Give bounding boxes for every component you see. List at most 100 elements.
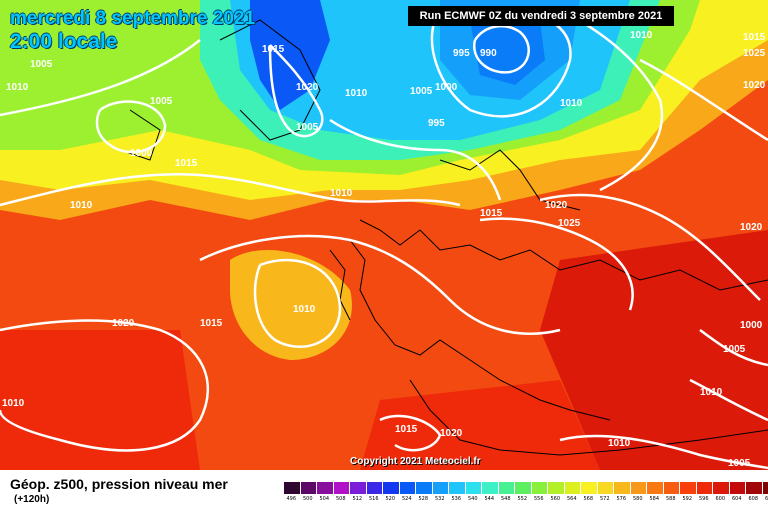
- legend-label: 540: [467, 496, 478, 502]
- coast-scandinavia: [439, 149, 581, 211]
- legend-swatch: [745, 482, 762, 494]
- legend-swatch: [679, 482, 696, 494]
- isobar-line: [699, 328, 768, 367]
- legend-swatch: [563, 482, 580, 494]
- legend-swatch: [646, 482, 663, 494]
- isobar-label: 1010: [2, 398, 25, 409]
- legend-label: 608: [748, 496, 759, 502]
- isobar-line: [0, 39, 201, 117]
- isobar-label: 1015: [200, 318, 223, 329]
- isobar-line: [559, 434, 768, 470]
- isobar-label: 1010: [630, 30, 653, 41]
- coast-greenland: [219, 19, 321, 141]
- legend-label: 552: [517, 496, 528, 502]
- field-red-south: [360, 380, 600, 470]
- coast-north-africa: [409, 379, 768, 456]
- isobar-label: 990: [480, 48, 497, 59]
- color-legend: [283, 482, 768, 494]
- isobar-line: [539, 193, 761, 301]
- isobar-label: 1005: [723, 344, 746, 355]
- isobar-label: 1010: [345, 88, 368, 99]
- isobar-label: 1005: [410, 86, 433, 97]
- isobar-label: 1000: [435, 82, 458, 93]
- legend-swatch: [728, 482, 745, 494]
- legend-swatch: [662, 482, 679, 494]
- isobar-line: [253, 258, 342, 348]
- isobar-line: [472, 24, 530, 74]
- forecast-date: mercredi 8 septembre 2021: [10, 8, 256, 29]
- isobar-label: 1005: [296, 122, 319, 133]
- isobar-label: 1000: [740, 320, 763, 331]
- legend-swatch: [398, 482, 415, 494]
- legend-label: 508: [335, 496, 346, 502]
- isobar-line: [559, 8, 664, 192]
- isobar-label: 1010: [70, 200, 93, 211]
- isobar-line: [639, 58, 768, 142]
- isobar-label: 1020: [740, 222, 763, 233]
- isobar-label: 1015: [743, 32, 766, 43]
- isobar-label: 1020: [545, 200, 568, 211]
- legend-label: 568: [583, 496, 594, 502]
- legend-label: 556: [533, 496, 544, 502]
- isobar-label: 1025: [743, 48, 766, 59]
- isobar-label: 1005: [30, 59, 53, 70]
- coast-britain: [329, 249, 351, 321]
- legend-label: 588: [665, 496, 676, 502]
- legend-label: 576: [616, 496, 627, 502]
- isobar-line: [0, 173, 461, 207]
- legend-swatch: [547, 482, 564, 494]
- isobar-label: 995: [453, 48, 470, 59]
- isobar-label: 1020: [440, 428, 463, 439]
- legend-label: 500: [302, 496, 313, 502]
- legend-label: 504: [319, 496, 330, 502]
- coast-southern-europe: [349, 239, 611, 421]
- legend-label: 512: [352, 496, 363, 502]
- isobar-label: 1015: [395, 424, 418, 435]
- legend-swatch: [514, 482, 531, 494]
- legend-swatch: [464, 482, 481, 494]
- legend-swatch: [382, 482, 399, 494]
- copyright-notice: Copyright 2021 Meteociel.fr: [350, 456, 481, 467]
- legend-swatch: [448, 482, 465, 494]
- legend-label: 600: [715, 496, 726, 502]
- isobar-line: [95, 100, 167, 154]
- legend-label: 524: [401, 496, 412, 502]
- isobar-line: [0, 319, 210, 452]
- legend-label: 592: [682, 496, 693, 502]
- legend-swatch: [580, 482, 597, 494]
- legend-swatch: [332, 482, 349, 494]
- legend-label: 580: [632, 496, 643, 502]
- field-red-east: [540, 230, 768, 470]
- isobar-label: 1010: [560, 98, 583, 109]
- isobar-label: 1025: [558, 218, 581, 229]
- legend-label: 612: [764, 496, 768, 502]
- isobar-label: 1010: [293, 304, 316, 315]
- field-red-southwest: [0, 330, 200, 470]
- isobar-line: [689, 378, 768, 422]
- legend-swatch: [481, 482, 498, 494]
- legend-label: 560: [550, 496, 561, 502]
- legend-swatch: [349, 482, 366, 494]
- legend-swatch: [530, 482, 547, 494]
- legend-label: 536: [451, 496, 462, 502]
- legend-swatch: [596, 482, 613, 494]
- legend-label: 496: [286, 496, 297, 502]
- isobar-lines: [0, 8, 768, 470]
- coastlines: [119, 19, 768, 456]
- lead-time: (+120h): [14, 494, 50, 505]
- isobar-line: [199, 234, 561, 335]
- color-legend-labels: 496 500 504 508 512 516 520 524 528 532 536 540 544 5…: [283, 496, 768, 502]
- legend-swatch: [497, 482, 514, 494]
- isobar-label: 1020: [743, 80, 766, 91]
- forecast-local-time: 2:00 locale: [10, 30, 118, 53]
- isobar-line: [268, 44, 324, 138]
- isobar-label: 1015: [480, 208, 503, 219]
- legend-swatch: [299, 482, 316, 494]
- run-info-banner: Run ECMWF 0Z du vendredi 3 septembre 202…: [408, 6, 674, 26]
- legend-label: 584: [649, 496, 660, 502]
- isobar-label: 1010: [700, 387, 723, 398]
- legend-label: 548: [500, 496, 511, 502]
- isobar-label: 1010: [330, 188, 353, 199]
- legend-swatch: [283, 482, 300, 494]
- legend-label: 532: [434, 496, 445, 502]
